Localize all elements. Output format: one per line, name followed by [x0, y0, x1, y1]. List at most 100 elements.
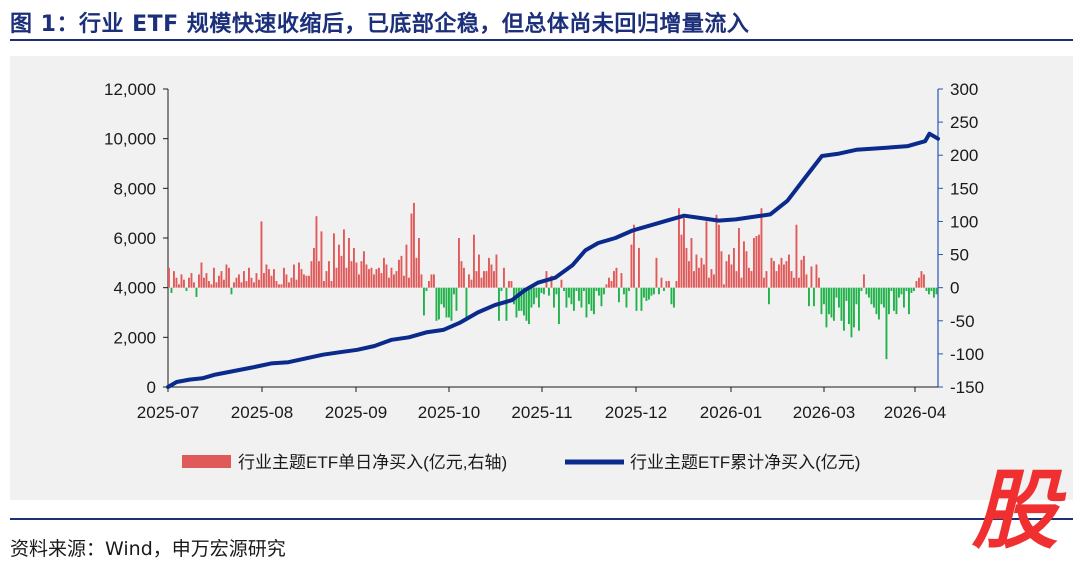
daily-net-bar	[810, 266, 813, 288]
daily-net-bar	[308, 275, 310, 288]
daily-net-bar	[733, 247, 735, 288]
daily-net-bar	[758, 234, 760, 288]
daily-net-bar	[258, 279, 260, 288]
daily-net-bar	[393, 274, 395, 288]
daily-net-bar	[310, 261, 313, 288]
daily-net-bar	[843, 287, 845, 331]
daily-net-bar	[420, 274, 423, 288]
daily-net-bar	[418, 238, 420, 288]
daily-net-bar	[643, 287, 645, 298]
daily-net-bar	[918, 277, 920, 288]
daily-net-bar	[323, 281, 325, 288]
daily-net-bar	[803, 255, 805, 288]
daily-net-bar	[590, 287, 593, 311]
daily-net-bar	[300, 269, 303, 288]
daily-net-bar	[510, 281, 513, 288]
daily-net-bar	[825, 287, 828, 328]
daily-net-bar	[878, 287, 880, 320]
daily-net-bar	[860, 287, 863, 291]
daily-net-bar	[245, 281, 248, 288]
daily-net-bar	[365, 264, 368, 288]
daily-net-bar	[628, 287, 630, 291]
daily-net-bar	[405, 244, 408, 288]
daily-net-bar	[593, 287, 595, 315]
daily-net-bar	[645, 287, 648, 301]
daily-net-bar	[578, 287, 580, 301]
daily-net-bar	[748, 267, 750, 288]
daily-net-bar	[630, 244, 633, 288]
daily-net-bar	[718, 224, 720, 288]
daily-net-bar	[830, 287, 833, 318]
x-tick-label: 2026-04	[884, 403, 946, 422]
daily-net-bar	[900, 287, 903, 295]
daily-net-bar	[565, 287, 568, 308]
daily-net-bar	[233, 282, 235, 288]
daily-net-bar	[788, 254, 790, 288]
daily-net-bar	[665, 281, 668, 288]
daily-net-bar	[453, 287, 455, 295]
daily-net-bar	[698, 267, 700, 288]
daily-net-bar	[468, 274, 470, 288]
daily-net-bar	[270, 275, 273, 288]
daily-net-bar	[548, 287, 550, 296]
daily-net-bar	[783, 264, 785, 288]
daily-net-bar	[188, 277, 190, 288]
daily-net-bar	[370, 267, 373, 288]
daily-net-bar	[485, 271, 488, 288]
daily-net-bar	[445, 287, 448, 318]
daily-net-bar	[845, 287, 848, 301]
daily-net-bar	[253, 282, 255, 288]
daily-net-bar	[920, 271, 923, 288]
daily-net-bar	[603, 287, 605, 295]
daily-net-bar	[195, 287, 198, 297]
daily-net-bar	[905, 287, 908, 291]
daily-net-bar	[375, 269, 378, 288]
x-tick-label: 2025-11	[511, 403, 572, 422]
daily-net-bar	[478, 254, 480, 288]
figure-title: 图 1：行业 ETF 规模快速收缩后，已底部企稳，但总体尚未回归增量流入	[10, 12, 750, 37]
daily-net-bar	[330, 281, 333, 288]
right-tick-label: -100	[950, 345, 984, 364]
daily-net-bar	[208, 281, 210, 288]
daily-net-bar	[450, 287, 453, 321]
daily-net-bar	[348, 238, 350, 288]
daily-net-bar	[870, 287, 873, 305]
daily-net-bar	[683, 218, 685, 288]
daily-net-bar	[798, 277, 800, 288]
x-tick-label: 2026-01	[700, 403, 762, 422]
daily-net-bar	[688, 261, 690, 288]
daily-net-bar	[668, 281, 670, 288]
daily-net-bar	[575, 287, 578, 291]
daily-net-bar	[183, 279, 185, 288]
daily-net-bar	[433, 274, 435, 288]
daily-net-bar	[780, 257, 783, 288]
daily-net-bar	[318, 261, 320, 288]
daily-net-bar	[343, 229, 345, 288]
daily-net-bar	[873, 287, 875, 308]
daily-net-bar	[383, 257, 385, 288]
daily-net-bar	[250, 277, 253, 288]
daily-net-bar	[185, 287, 188, 291]
daily-net-bar	[333, 233, 335, 288]
daily-net-bar	[335, 267, 338, 288]
x-tick-label: 2026-03	[793, 403, 855, 422]
daily-net-bar	[813, 287, 815, 307]
daily-net-bar	[273, 269, 275, 288]
daily-net-bar	[378, 267, 380, 288]
daily-net-bar	[690, 238, 693, 288]
daily-net-bar	[685, 247, 688, 288]
daily-net-bar	[438, 287, 440, 320]
daily-net-bar	[513, 287, 515, 305]
daily-net-bar	[795, 224, 798, 288]
title-rule	[10, 39, 1073, 41]
daily-net-bar	[410, 213, 413, 288]
daily-net-bar	[355, 262, 358, 288]
legend-bar-swatch	[182, 455, 231, 468]
daily-net-bar	[203, 277, 205, 288]
daily-net-bar	[373, 274, 375, 288]
daily-net-bar	[198, 274, 200, 288]
daily-net-bar	[925, 287, 928, 291]
left-tick-label: 4,000	[113, 279, 156, 298]
daily-net-bar	[288, 282, 290, 288]
